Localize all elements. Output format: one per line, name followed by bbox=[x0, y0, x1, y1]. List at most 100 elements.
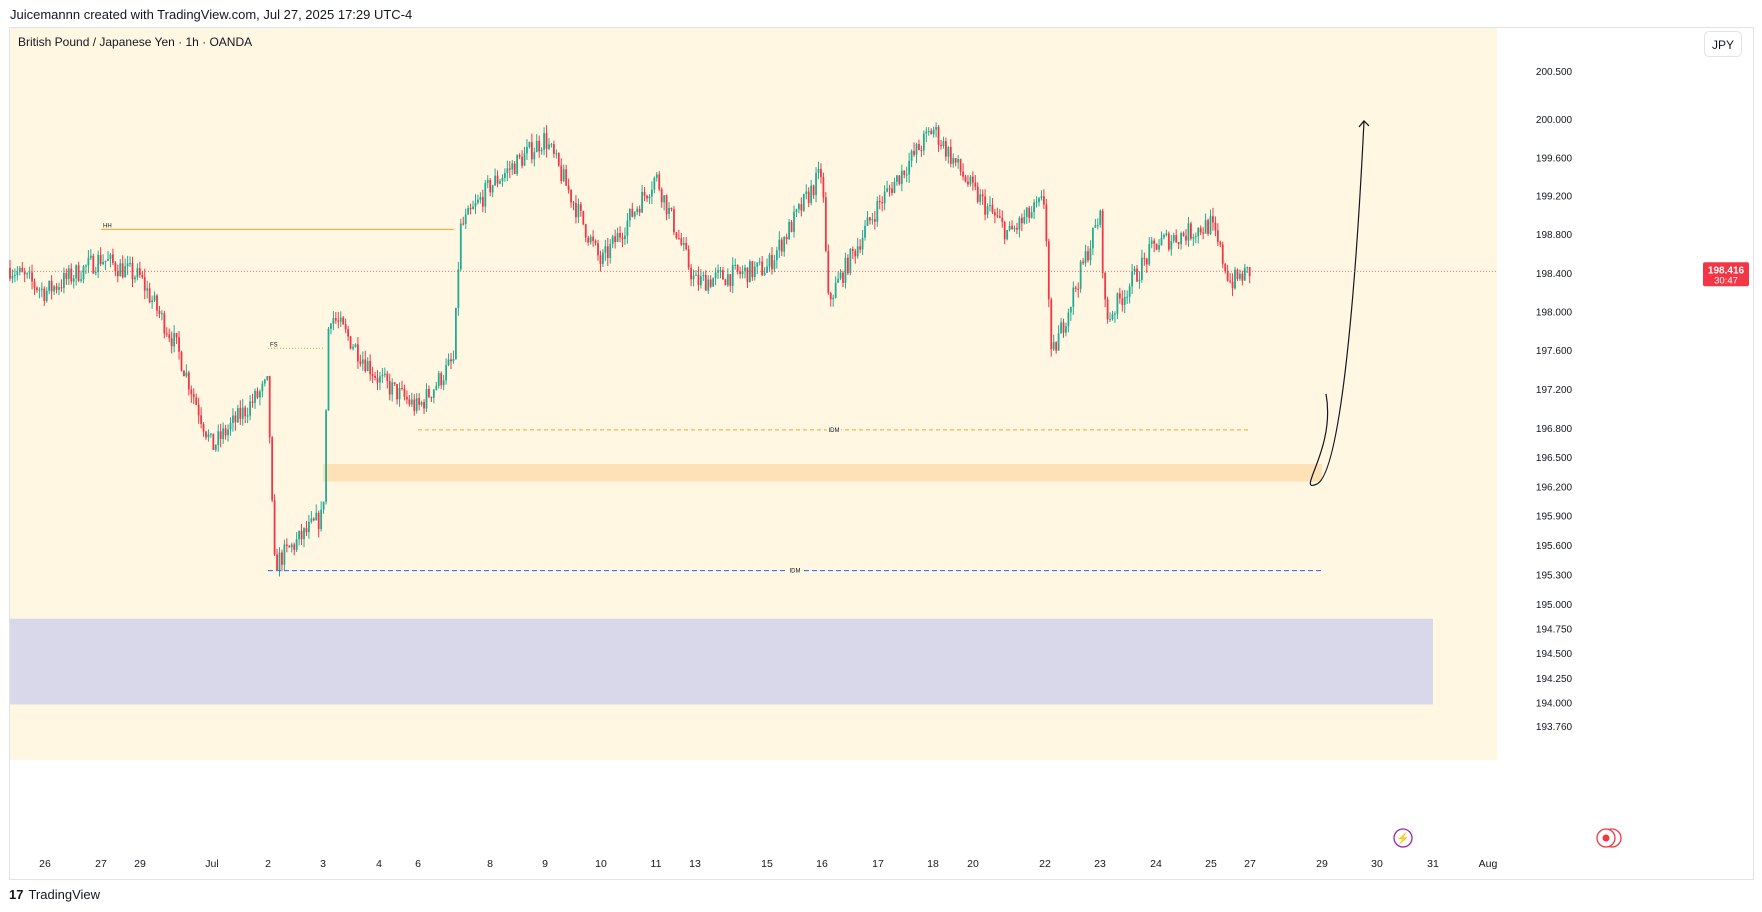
candle-body[interactable] bbox=[281, 552, 283, 565]
candle-body[interactable] bbox=[864, 225, 866, 238]
candle-body[interactable] bbox=[504, 173, 506, 178]
candle-body[interactable] bbox=[1192, 237, 1195, 239]
candle-body[interactable] bbox=[753, 266, 756, 277]
candle-body[interactable] bbox=[976, 186, 979, 202]
candle-body[interactable] bbox=[121, 263, 124, 278]
candle-body[interactable] bbox=[807, 191, 810, 204]
candle-body[interactable] bbox=[170, 338, 173, 347]
candle-body[interactable] bbox=[1094, 225, 1097, 228]
candle-body[interactable] bbox=[195, 397, 198, 405]
candle-body[interactable] bbox=[303, 528, 305, 540]
candle-body[interactable] bbox=[905, 174, 908, 176]
candle-body[interactable] bbox=[1231, 281, 1234, 289]
candle-body[interactable] bbox=[114, 262, 117, 272]
candle-body[interactable] bbox=[501, 177, 504, 182]
candle-body[interactable] bbox=[428, 388, 430, 397]
candle-body[interactable] bbox=[217, 431, 220, 445]
candle-body[interactable] bbox=[989, 204, 991, 207]
candle-body[interactable] bbox=[832, 297, 835, 300]
candle-body[interactable] bbox=[401, 388, 403, 390]
candle-body[interactable] bbox=[259, 391, 261, 398]
candle-body[interactable] bbox=[624, 235, 626, 240]
candle-body[interactable] bbox=[690, 267, 692, 280]
candle-body[interactable] bbox=[94, 272, 97, 274]
candle-body[interactable] bbox=[381, 375, 384, 377]
candle-body[interactable] bbox=[1035, 202, 1038, 204]
candle-body[interactable] bbox=[680, 238, 683, 245]
candle-body[interactable] bbox=[168, 334, 171, 339]
candle-body[interactable] bbox=[641, 191, 643, 213]
candle-body[interactable] bbox=[163, 313, 166, 334]
candle-body[interactable] bbox=[1025, 207, 1028, 217]
candle-body[interactable] bbox=[278, 552, 281, 570]
candle-body[interactable] bbox=[43, 288, 46, 302]
candle-body[interactable] bbox=[736, 264, 739, 272]
candle-body[interactable] bbox=[212, 433, 215, 450]
candle-body[interactable] bbox=[888, 188, 891, 190]
candle-body[interactable] bbox=[1216, 230, 1219, 242]
candle-body[interactable] bbox=[1040, 196, 1043, 199]
candle-body[interactable] bbox=[962, 171, 964, 177]
candle-body[interactable] bbox=[1055, 342, 1058, 351]
candle-body[interactable] bbox=[1141, 257, 1143, 280]
candle-body[interactable] bbox=[1187, 223, 1190, 241]
candle-body[interactable] bbox=[692, 275, 695, 280]
candle-body[interactable] bbox=[687, 249, 690, 268]
candle-body[interactable] bbox=[229, 422, 232, 430]
candle-body[interactable] bbox=[922, 133, 925, 151]
candle-body[interactable] bbox=[413, 399, 416, 411]
candle-body[interactable] bbox=[398, 388, 401, 400]
candle-body[interactable] bbox=[55, 286, 58, 290]
candle-body[interactable] bbox=[702, 275, 705, 277]
candle-body[interactable] bbox=[771, 254, 773, 270]
candle-body[interactable] bbox=[714, 272, 717, 279]
candle-body[interactable] bbox=[606, 246, 609, 258]
candle-body[interactable] bbox=[903, 170, 906, 175]
candle-body[interactable] bbox=[1099, 210, 1102, 225]
candle-body[interactable] bbox=[357, 344, 359, 362]
candle-body[interactable] bbox=[609, 244, 612, 258]
candle-body[interactable] bbox=[621, 237, 624, 240]
candle-body[interactable] bbox=[393, 382, 396, 384]
candle-body[interactable] bbox=[869, 217, 871, 221]
candle-body[interactable] bbox=[749, 261, 751, 283]
candle-body[interactable] bbox=[420, 402, 423, 405]
candle-body[interactable] bbox=[741, 270, 744, 274]
candle-body[interactable] bbox=[40, 288, 43, 290]
candle-body[interactable] bbox=[1084, 251, 1087, 264]
candle-body[interactable] bbox=[1016, 227, 1018, 230]
candle-body[interactable] bbox=[1185, 235, 1187, 241]
candle-body[interactable] bbox=[283, 544, 286, 565]
candle-body[interactable] bbox=[1221, 244, 1224, 264]
candle-body[interactable] bbox=[26, 273, 29, 275]
candle-body[interactable] bbox=[949, 147, 952, 164]
candle-body[interactable] bbox=[795, 209, 798, 212]
candle-body[interactable] bbox=[165, 333, 168, 335]
candle-body[interactable] bbox=[854, 250, 857, 257]
candle-body[interactable] bbox=[383, 373, 386, 376]
candle-body[interactable] bbox=[330, 323, 332, 329]
candle-body[interactable] bbox=[513, 163, 516, 174]
candle-body[interactable] bbox=[815, 172, 817, 196]
candle-body[interactable] bbox=[631, 208, 634, 217]
candle-body[interactable] bbox=[423, 402, 425, 409]
candle-body[interactable] bbox=[406, 397, 408, 400]
candle-body[interactable] bbox=[156, 295, 158, 311]
candle-body[interactable] bbox=[1101, 210, 1104, 273]
candle-body[interactable] bbox=[704, 275, 707, 291]
candle-body[interactable] bbox=[954, 158, 957, 163]
candle-body[interactable] bbox=[812, 185, 815, 196]
candle-body[interactable] bbox=[739, 271, 741, 274]
candle-body[interactable] bbox=[575, 203, 577, 218]
candle-body[interactable] bbox=[1165, 233, 1168, 236]
candle-body[interactable] bbox=[820, 169, 822, 178]
candle-body[interactable] bbox=[45, 290, 48, 302]
candle-body[interactable] bbox=[1150, 240, 1153, 245]
candle-body[interactable] bbox=[1182, 233, 1185, 236]
candle-body[interactable] bbox=[408, 399, 411, 405]
candle-body[interactable] bbox=[712, 278, 715, 287]
candle-body[interactable] bbox=[391, 382, 394, 395]
candle-body[interactable] bbox=[1033, 202, 1035, 213]
candle-body[interactable] bbox=[320, 509, 323, 530]
